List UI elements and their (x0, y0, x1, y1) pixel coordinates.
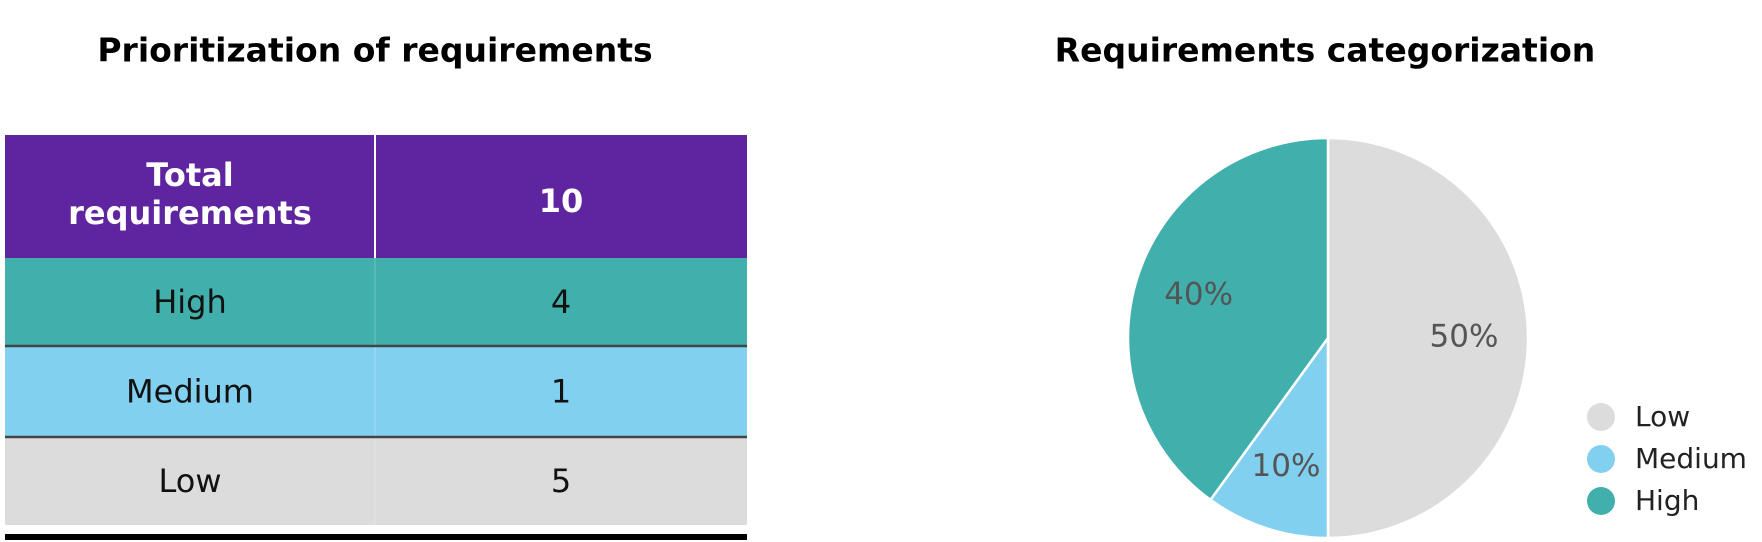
table-title: Prioritization of requirements (97, 31, 652, 70)
header-line: Total (146, 156, 233, 194)
pie-slice (1126, 136, 1330, 502)
data-label: 40% (1164, 276, 1233, 312)
cell: 1 (551, 373, 571, 411)
pie-slice (1326, 136, 1530, 540)
cell: 5 (551, 462, 571, 500)
pie-slice (1208, 334, 1330, 540)
legend-swatch (1587, 445, 1615, 473)
table-row (5, 258, 747, 346)
header-line: requirements (68, 194, 312, 232)
legend-swatch (1587, 487, 1615, 515)
data-label: 50% (1430, 319, 1499, 355)
table-row (5, 346, 747, 437)
header-value: 10 (539, 182, 584, 220)
cell: High (153, 283, 227, 321)
cell: 4 (551, 283, 571, 321)
chart-title: Requirements categorization (1055, 31, 1596, 70)
legend-label: Low (1635, 400, 1690, 433)
legend-swatch (1587, 403, 1615, 431)
legend-label: High (1635, 484, 1699, 517)
cell: Medium (126, 373, 254, 411)
table-row (5, 437, 747, 525)
data-label: 10% (1252, 448, 1321, 484)
legend-label: Medium (1635, 442, 1747, 475)
header-label: Total requirements (68, 156, 312, 232)
cell: Low (158, 462, 221, 500)
